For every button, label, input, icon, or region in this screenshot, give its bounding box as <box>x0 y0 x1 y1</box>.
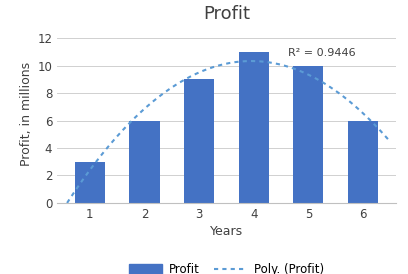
Bar <box>75 162 105 203</box>
Legend: Profit, Poly. (Profit): Profit, Poly. (Profit) <box>124 259 329 274</box>
X-axis label: Years: Years <box>210 225 243 238</box>
Bar <box>293 66 324 203</box>
Title: Profit: Profit <box>203 5 250 23</box>
Y-axis label: Profit, in millions: Profit, in millions <box>20 62 33 166</box>
Bar <box>239 52 269 203</box>
Text: R² = 0.9446: R² = 0.9446 <box>288 48 355 58</box>
Bar <box>129 121 160 203</box>
Bar <box>184 79 214 203</box>
Bar <box>348 121 378 203</box>
